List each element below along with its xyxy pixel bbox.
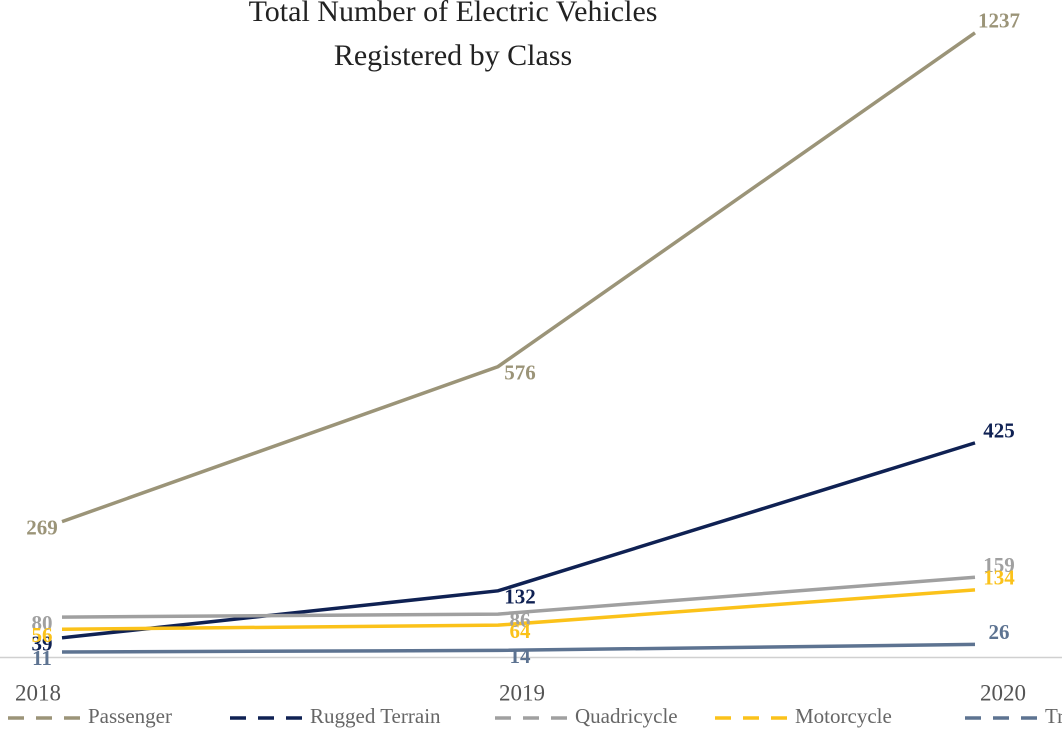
x-tick-label: 2019 [499,680,545,705]
series-line [61,575,976,619]
series-line [61,642,976,654]
data-label: 134 [983,566,1015,590]
x-tick-label: 2020 [980,680,1026,705]
data-label: 56 [32,623,53,647]
x-tick-label: 2018 [15,680,61,705]
legend-label: Passenger [88,704,172,728]
data-label: 576 [504,360,536,384]
data-label: 1237 [978,9,1020,33]
data-label: 86 [510,608,531,632]
data-label: 159 [983,553,1015,577]
data-label: 269 [26,515,58,539]
data-label: 26 [989,620,1010,644]
chart-title: Total Number of Electric Vehicles Registe… [249,0,658,72]
data-label: 425 [983,419,1015,443]
series-line [61,31,977,524]
data-label: 39 [32,632,53,656]
legend-label: Rugged Terrain [310,704,441,728]
legend-label: Truck [1045,704,1062,728]
data-label: 132 [504,585,536,609]
data-labels: 269 576 1237 39 132 425 80 86 159 56 64 134 11 14 26 [26,9,1020,670]
data-label: 80 [32,611,53,635]
series-line [61,588,976,631]
data-label: 11 [32,646,52,670]
legend-label: Quadricycle [575,704,678,728]
plot [0,31,1062,659]
series-line [61,441,976,640]
data-label: 14 [510,644,532,668]
data-label: 64 [510,619,532,643]
legend-label: Motorcycle [795,704,892,728]
